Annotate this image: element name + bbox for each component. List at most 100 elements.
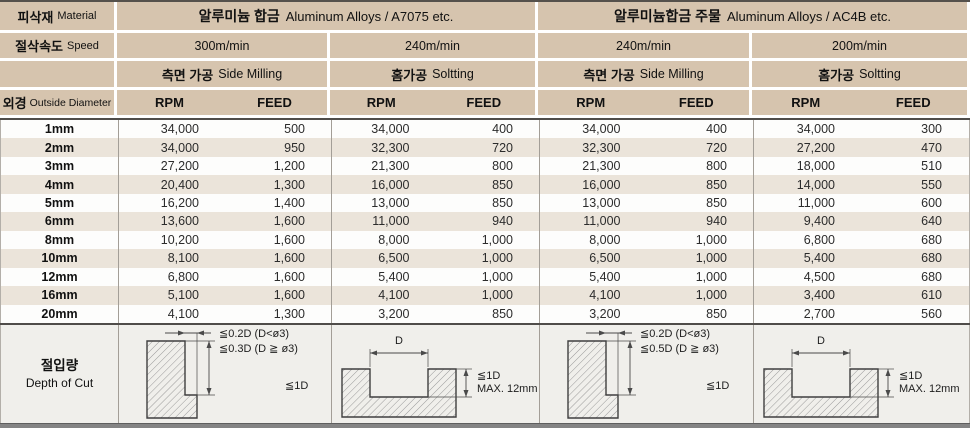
radial-depth-note-2: ≦0.5D (D ≧ ø3): [640, 343, 719, 355]
feed-cell: 680: [921, 269, 942, 284]
material-row-label: 피삭재 Material: [0, 2, 114, 30]
rpm-cell: 4,100: [378, 288, 410, 303]
feed-header: FEED: [895, 95, 931, 110]
rpm-cell: 20,400: [160, 177, 199, 192]
rpm-cell: 27,200: [160, 159, 199, 174]
rpm-feed-pair: 34,000 300: [753, 120, 968, 139]
material-label-en: Material: [57, 10, 97, 22]
diameter-cell: 8mm: [44, 232, 75, 247]
feed-cell: 800: [706, 159, 727, 174]
rpm-feed-pair: 18,000 510: [753, 156, 968, 176]
rpm-feed-pair: 3,200 850: [331, 304, 539, 323]
slot-width-label: D: [817, 335, 825, 347]
rpm-cell: 3,400: [803, 288, 835, 303]
outside-diameter-en: Outside Diameter: [29, 96, 112, 109]
rpm-cell: 21,300: [582, 159, 621, 174]
feed-cell: 500: [284, 122, 305, 137]
outside-diameter-ko: 외경: [2, 96, 27, 111]
process-1-ko: 측면 가공: [161, 67, 214, 83]
feed-cell: 720: [706, 140, 727, 155]
table-row: 4mm 20,400 1,300 16,000 850 16,000 850 14,000 55…: [1, 175, 969, 194]
rpm-feed-pair: 34,000 500: [118, 120, 331, 139]
speed-row: 절삭속도 Speed 300m/min 240m/min 240m/min 20…: [0, 33, 970, 58]
slot-width-label: D: [395, 335, 403, 347]
rpm-feed-pair: 34,000 400: [539, 120, 753, 139]
material-2-ko: 알루미늄합금 주물: [614, 8, 721, 24]
rpm-feed-pair: 6,800 680: [753, 230, 968, 250]
depth-label-en: Depth of Cut: [25, 376, 94, 391]
material-1-cell: 알루미늄 합금 Aluminum Alloys / A7075 etc.: [117, 2, 535, 30]
rpm-cell: 32,300: [371, 140, 410, 155]
outside-diameter-label: 외경 Outside Diameter: [0, 90, 114, 115]
rpm-cell: 4,500: [803, 269, 835, 284]
slotting-diagram-drawing: [763, 349, 894, 418]
process-2-ko: 홈가공: [391, 67, 428, 83]
feed-cell: 850: [706, 177, 727, 192]
process-1-en: Side Milling: [218, 67, 283, 81]
feed-cell: 720: [492, 140, 513, 155]
feed-cell: 850: [706, 196, 727, 211]
rpm-feed-pair: 32,300 720: [331, 138, 539, 157]
table-row: 8mm 10,200 1,600 8,000 1,000 8,000 1,000 6,800 6…: [1, 230, 969, 250]
rpm-cell: 9,400: [803, 214, 835, 229]
rpm-feed-pair: 9,400 640: [753, 212, 968, 231]
rpm-feed-pair: 16,000 850: [331, 175, 539, 194]
feed-cell: 950: [284, 140, 305, 155]
rpm-cell: 10,200: [160, 232, 199, 247]
speed-label-en: Speed: [67, 39, 99, 52]
radial-depth-note-1: ≦0.2D (D<ø3): [219, 328, 290, 340]
rpm-feed-header-4: RPM FEED: [752, 90, 967, 115]
rpm-cell: 27,200: [796, 140, 835, 155]
rpm-feed-pair: 8,100 1,600: [118, 249, 331, 268]
rpm-feed-pair: 5,400 1,000: [331, 267, 539, 287]
speed-value-1: 300m/min: [117, 33, 327, 58]
feed-cell: 1,000: [481, 269, 513, 284]
feed-cell: 610: [921, 288, 942, 303]
feed-cell: 1,000: [695, 232, 727, 247]
max-depth-note: MAX. 12mm: [899, 383, 960, 395]
feed-cell: 1,600: [273, 269, 305, 284]
feed-cell: 940: [706, 214, 727, 229]
material-label-ko: 피삭재: [17, 9, 54, 25]
feed-cell: 400: [492, 122, 513, 137]
rpm-feed-pair: 6,800 1,600: [118, 267, 331, 287]
diameter-cell: 6mm: [44, 214, 75, 229]
slotting-diagram-drawing: [341, 349, 472, 418]
rpm-cell: 16,000: [371, 177, 410, 192]
table-row: 1mm 34,000 500 34,000 400 34,000 400 34,000 300: [1, 120, 969, 139]
feed-cell: 1,200: [273, 159, 305, 174]
rpm-feed-pair: 8,000 1,000: [539, 230, 753, 250]
column-header-row: 외경 Outside Diameter RPM FEED RPM FEED RP…: [0, 90, 970, 115]
table-row: 10mm 8,100 1,600 6,500 1,000 6,500 1,000 5,400 6…: [1, 249, 969, 268]
bottom-bar: [0, 423, 970, 428]
material-2-cell: 알루미늄합금 주물 Aluminum Alloys / AC4B etc.: [538, 2, 967, 30]
rpm-cell: 32,300: [582, 140, 621, 155]
rpm-feed-pair: 27,200 470: [753, 138, 968, 157]
process-2-cell: 홈가공 Soltting: [330, 61, 535, 87]
rpm-feed-pair: 8,000 1,000: [331, 230, 539, 250]
rpm-feed-header-3: RPM FEED: [538, 90, 749, 115]
rpm-feed-pair: 2,700 560: [753, 304, 968, 323]
diameter-cell: 1mm: [44, 122, 75, 137]
material-row: 피삭재 Material 알루미늄 합금 Aluminum Alloys / A…: [0, 2, 970, 30]
rpm-feed-pair: 27,200 1,200: [118, 156, 331, 176]
depth-diagram-slotting-2: D ≦1D MAX. 12mm: [753, 325, 968, 423]
process-3-en: Side Milling: [639, 67, 704, 81]
rpm-feed-pair: 10,200 1,600: [118, 230, 331, 250]
radial-depth-note-2: ≦0.3D (D ≧ ø3): [219, 343, 298, 355]
feed-cell: 1,600: [273, 232, 305, 247]
rpm-cell: 6,800: [803, 232, 835, 247]
rpm-cell: 11,000: [797, 196, 835, 211]
feed-cell: 1,000: [695, 251, 727, 266]
rpm-feed-pair: 13,000 850: [331, 193, 539, 213]
feed-cell: 1,600: [273, 288, 305, 303]
rpm-cell: 4,100: [167, 306, 199, 321]
feed-cell: 850: [492, 196, 513, 211]
axial-depth-note: ≦1D: [706, 380, 730, 392]
table-row: 6mm 13,600 1,600 11,000 940 11,000 940 9,400 640: [1, 212, 969, 231]
feed-cell: 1,000: [481, 232, 513, 247]
rpm-header: RPM: [791, 95, 821, 110]
rpm-feed-pair: 3,200 850: [539, 304, 753, 323]
data-rows: 1mm 34,000 500 34,000 400 34,000 400 34,000 300 2…: [0, 120, 970, 323]
process-4-en: Soltting: [859, 67, 901, 81]
